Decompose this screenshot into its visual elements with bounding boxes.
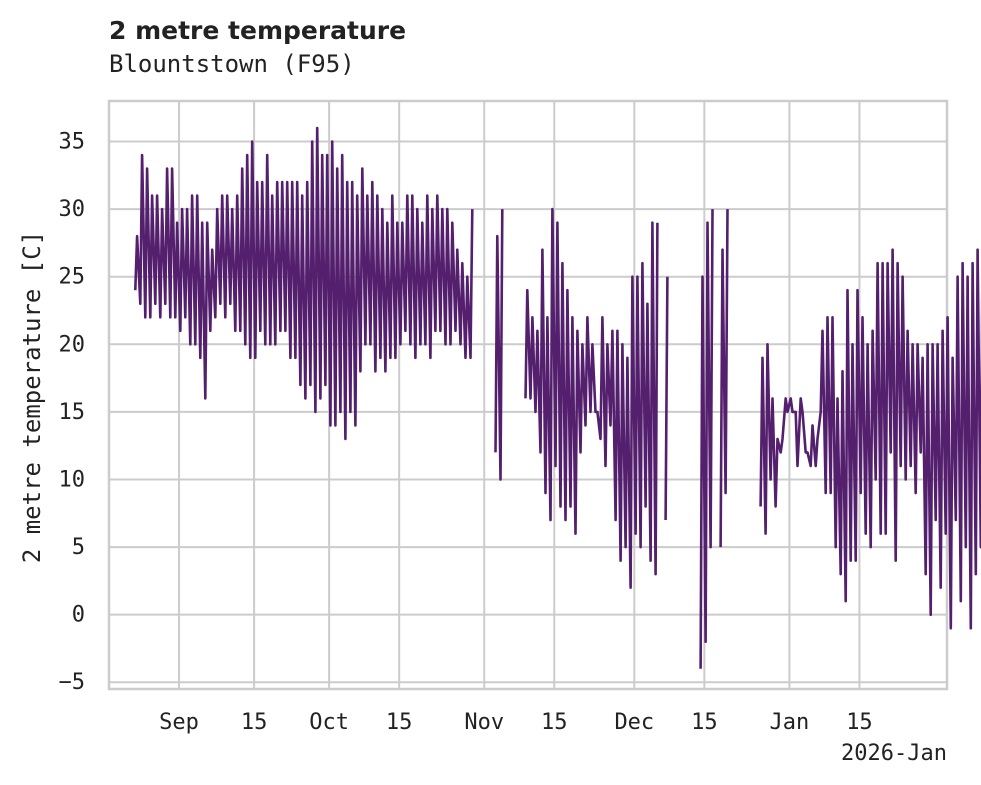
x-tick-label: Oct bbox=[309, 710, 349, 735]
y-tick-label: 5 bbox=[72, 535, 85, 560]
series-line-temperature bbox=[524, 207, 659, 589]
chart-subtitle: Blountstown (F95) bbox=[109, 50, 355, 78]
y-tick-label: 0 bbox=[72, 603, 85, 628]
y-axis-label: 2 metre temperature [C] bbox=[18, 231, 46, 563]
y-tick-label: 20 bbox=[59, 332, 86, 357]
y-tick-label: 35 bbox=[59, 130, 86, 155]
y-tick-label: 15 bbox=[59, 400, 86, 425]
series-line-temperature bbox=[664, 276, 669, 521]
chart-title: 2 metre temperature bbox=[109, 16, 407, 45]
x-tick-label: 15 bbox=[541, 710, 568, 735]
x-tick-label: 15 bbox=[241, 710, 268, 735]
y-tick-label: 10 bbox=[59, 467, 86, 492]
series-line-temperature bbox=[699, 209, 714, 669]
x-tick-label: Jan bbox=[770, 710, 810, 735]
x-axis: Sep 15 Oct 15 Nov 15 Dec 15 Jan 15 bbox=[159, 710, 873, 735]
y-tick-label: 30 bbox=[59, 197, 86, 222]
series-line-temperature bbox=[494, 209, 504, 481]
series-line-temperature bbox=[134, 126, 474, 441]
series-group bbox=[134, 126, 981, 669]
x-tick-label: 15 bbox=[691, 710, 718, 735]
x-tick-label: Dec bbox=[614, 710, 654, 735]
x-tick-label: Sep bbox=[159, 710, 199, 735]
x-tick-label: 15 bbox=[846, 710, 873, 735]
x-tick-label: Nov bbox=[464, 710, 504, 735]
y-axis: −5 0 5 10 15 20 25 30 35 bbox=[59, 130, 86, 696]
x-tick-label: 15 bbox=[386, 710, 413, 735]
series-line-temperature bbox=[719, 209, 729, 548]
series-line-temperature bbox=[759, 248, 981, 630]
y-tick-label: −5 bbox=[59, 670, 86, 695]
y-tick-label: 25 bbox=[59, 265, 86, 290]
x-axis-year-label: 2026-Jan bbox=[841, 741, 947, 766]
